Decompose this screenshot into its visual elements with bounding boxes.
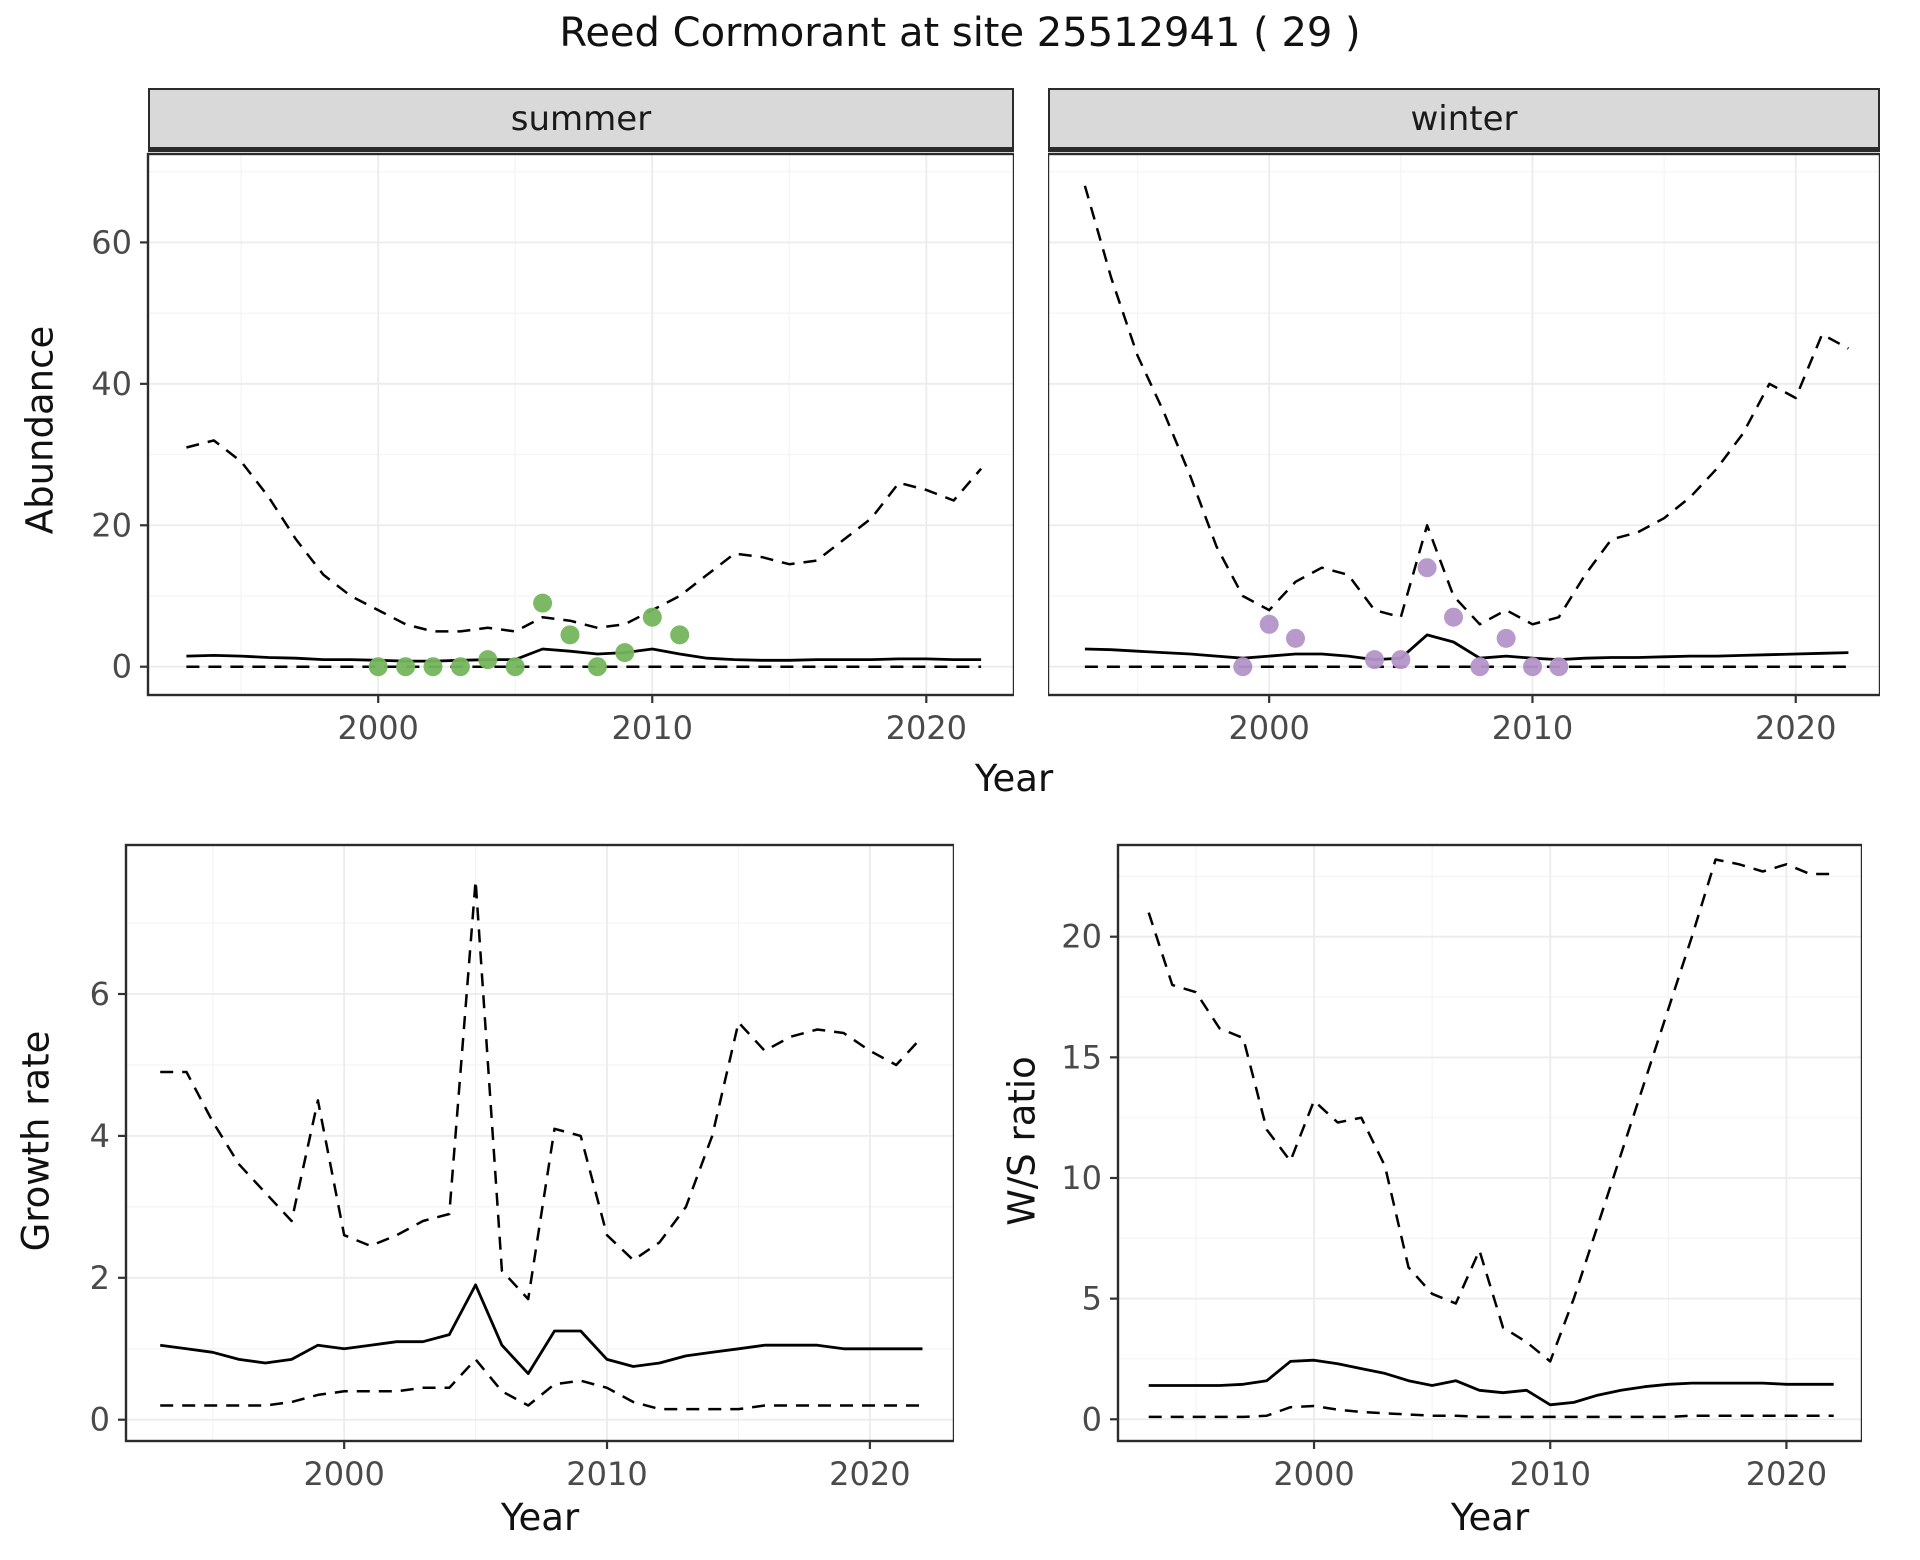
svg-text:4: 4 <box>90 1117 110 1155</box>
svg-text:2020: 2020 <box>886 709 967 747</box>
svg-text:2000: 2000 <box>1273 1455 1354 1493</box>
svg-text:2020: 2020 <box>1755 709 1836 747</box>
svg-text:2010: 2010 <box>1492 709 1573 747</box>
figure-title: Reed Cormorant at site 25512941 ( 29 ) <box>559 10 1361 56</box>
svg-text:0: 0 <box>1082 1400 1102 1438</box>
svg-text:5: 5 <box>1082 1280 1102 1318</box>
ws-ratio-x-axis-label: Year <box>1450 1496 1530 1539</box>
growth-rate-x-axis-label: Year <box>500 1496 580 1539</box>
svg-text:20: 20 <box>1061 918 1102 956</box>
facet-strip-summer: summer <box>148 88 1014 152</box>
facet-strip-winter-label: winter <box>1410 98 1518 139</box>
svg-text:2: 2 <box>90 1259 110 1297</box>
facet-strip-summer-label: summer <box>510 98 652 139</box>
svg-text:2000: 2000 <box>1228 709 1309 747</box>
svg-text:2020: 2020 <box>1746 1455 1827 1493</box>
svg-text:60: 60 <box>91 223 132 261</box>
abundance-summer-panel: 2000 2010 2020 0 20 40 60 <box>91 152 1014 747</box>
svg-text:2010: 2010 <box>1510 1455 1591 1493</box>
abundance-winter-panel: 2000 2010 2020 <box>1048 152 1880 747</box>
growth-rate-panel: 2000 2010 2020 0 2 4 6 <box>90 843 954 1493</box>
svg-text:6: 6 <box>90 975 110 1013</box>
svg-text:2010: 2010 <box>566 1455 647 1493</box>
svg-text:0: 0 <box>112 648 132 686</box>
svg-text:2020: 2020 <box>829 1455 910 1493</box>
svg-text:40: 40 <box>91 365 132 403</box>
svg-text:20: 20 <box>91 506 132 544</box>
abundance-x-axis-label: Year <box>974 757 1054 800</box>
facet-strip-winter: winter <box>1048 88 1880 152</box>
svg-text:2000: 2000 <box>303 1455 384 1493</box>
ws-ratio-panel: 2000 2010 2020 0 5 10 15 20 <box>1061 843 1862 1493</box>
svg-text:0: 0 <box>90 1401 110 1439</box>
svg-text:2010: 2010 <box>612 709 693 747</box>
svg-text:10: 10 <box>1061 1159 1102 1197</box>
svg-text:2000: 2000 <box>337 709 418 747</box>
svg-text:15: 15 <box>1061 1038 1102 1076</box>
